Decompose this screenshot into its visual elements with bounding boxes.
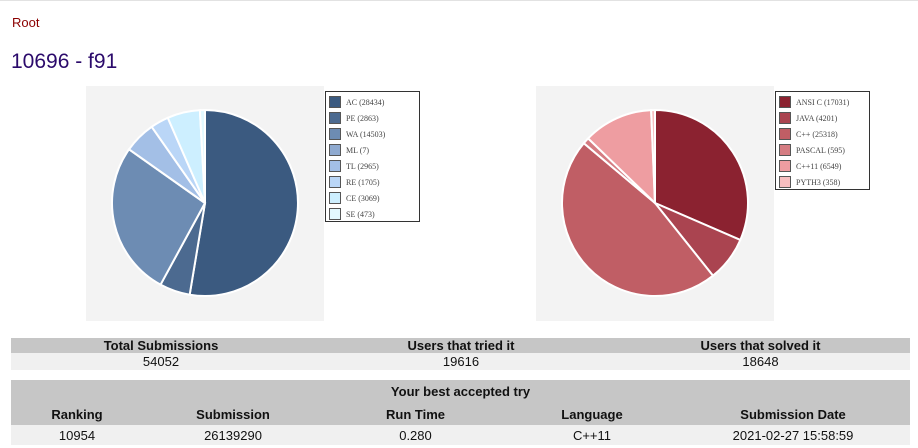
language-legend-label: C++11 (6549) xyxy=(796,161,842,171)
verdict-slice-wa xyxy=(111,147,207,287)
verdict-legend-swatch xyxy=(329,208,341,220)
verdict-legend-swatch xyxy=(329,112,341,124)
language-slice-cp11 xyxy=(586,109,657,206)
users-solved-value: 18648 xyxy=(611,353,910,370)
verdict-legend-label: AC (28434) xyxy=(346,97,385,107)
verdict-legend-swatch xyxy=(329,96,341,108)
ranking-header: Ranking xyxy=(11,404,143,425)
verdict-chart-panel xyxy=(86,86,324,321)
verdict-legend-item: WA (14503) xyxy=(329,126,416,142)
submission-date-header: Submission Date xyxy=(676,404,911,425)
language-legend-item: ANSI C (17031) xyxy=(779,94,866,110)
users-tried-value: 19616 xyxy=(311,353,611,370)
top-divider xyxy=(0,0,918,1)
verdict-legend-item: AC (28434) xyxy=(329,94,416,110)
breadcrumb-root-link[interactable]: Root xyxy=(12,15,40,30)
verdict-legend-item: TL (2965) xyxy=(329,158,416,174)
verdict-legend: AC (28434) PE (2863) WA (14503) ML (7) TL (2… xyxy=(325,91,420,222)
submission-header: Submission xyxy=(143,404,323,425)
language-legend-label: C++ (25318) xyxy=(796,129,838,139)
verdict-legend-label: CE (3069) xyxy=(346,193,380,203)
verdict-legend-item: CE (3069) xyxy=(329,190,416,206)
language-legend-item: JAVA (4201) xyxy=(779,110,866,126)
verdict-legend-item: SE (473) xyxy=(329,206,416,222)
language-value: C++11 xyxy=(508,425,676,445)
total-submissions-value: 54052 xyxy=(11,353,311,370)
verdict-legend-label: TL (2965) xyxy=(346,161,379,171)
language-slice-pyth3 xyxy=(650,108,656,204)
verdict-legend-label: PE (2863) xyxy=(346,113,379,123)
language-legend-swatch xyxy=(779,128,791,140)
submission-id-value: 26139290 xyxy=(143,425,323,445)
language-legend-item: PASCAL (595) xyxy=(779,142,866,158)
verdict-legend-label: SE (473) xyxy=(346,209,375,219)
language-legend-swatch xyxy=(779,96,791,108)
language-header: Language xyxy=(508,404,676,425)
language-legend-swatch xyxy=(779,160,791,172)
language-chart-panel xyxy=(536,86,774,321)
language-legend-item: C++11 (6549) xyxy=(779,158,866,174)
verdict-legend-label: WA (14503) xyxy=(346,129,386,139)
verdict-slice-se xyxy=(198,108,206,204)
users-tried-header: Users that tried it xyxy=(311,338,611,353)
submission-date-value: 2021-02-27 15:58:59 xyxy=(676,425,911,445)
total-submissions-header: Total Submissions xyxy=(11,338,311,353)
verdict-legend-item: ML (7) xyxy=(329,142,416,158)
best-accepted-table: Your best accepted try Ranking Submissio… xyxy=(11,380,911,445)
verdict-legend-swatch xyxy=(329,160,341,172)
verdict-legend-swatch xyxy=(329,144,341,156)
run-time-value: 0.280 xyxy=(323,425,508,445)
verdict-legend-item: PE (2863) xyxy=(329,110,416,126)
language-legend-label: PYTH3 (358) xyxy=(796,177,841,187)
users-solved-header: Users that solved it xyxy=(611,338,910,353)
verdict-legend-label: RE (1705) xyxy=(346,177,380,187)
verdict-slice-ac xyxy=(188,108,299,297)
best-accepted-caption: Your best accepted try xyxy=(11,380,911,404)
language-slice-ansipc xyxy=(654,108,749,242)
language-legend-swatch xyxy=(779,176,791,188)
language-legend: ANSI C (17031) JAVA (4201) C++ (25318) PASC… xyxy=(775,91,870,190)
verdict-legend-label: ML (7) xyxy=(346,145,370,155)
language-legend-item: C++ (25318) xyxy=(779,126,866,142)
verdict-legend-swatch xyxy=(329,176,341,188)
language-legend-label: ANSI C (17031) xyxy=(796,97,850,107)
language-legend-item: PYTH3 (358) xyxy=(779,174,866,190)
ranking-value: 10954 xyxy=(11,425,143,445)
run-time-header: Run Time xyxy=(323,404,508,425)
page-title: 10696 - f91 xyxy=(11,50,118,73)
language-legend-swatch xyxy=(779,112,791,124)
language-pie-chart xyxy=(561,108,749,298)
submission-stats-table: Total Submissions Users that tried it Us… xyxy=(11,338,910,370)
verdict-legend-swatch xyxy=(329,192,341,204)
verdict-legend-swatch xyxy=(329,128,341,140)
language-slice-cp xyxy=(561,141,715,298)
language-legend-label: PASCAL (595) xyxy=(796,145,845,155)
language-legend-swatch xyxy=(779,144,791,156)
language-legend-label: JAVA (4201) xyxy=(796,113,838,123)
verdict-pie-chart xyxy=(111,108,299,297)
verdict-legend-item: RE (1705) xyxy=(329,174,416,190)
